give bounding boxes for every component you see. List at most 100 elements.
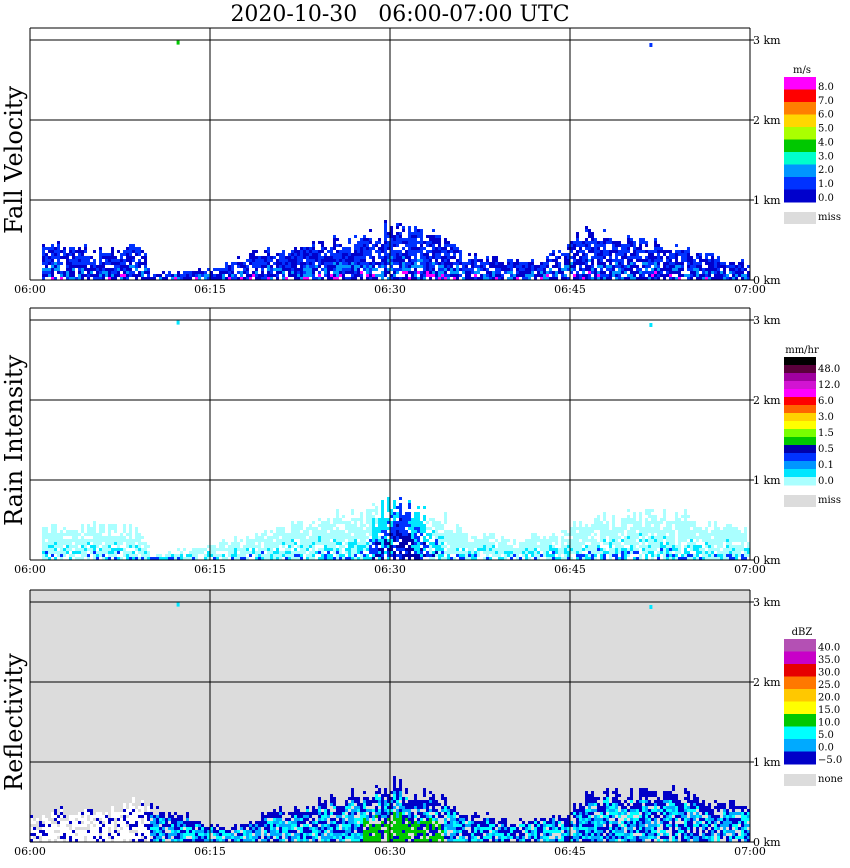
heatmap-cell (651, 551, 654, 554)
heatmap-cell (711, 256, 714, 259)
heatmap-cell (255, 545, 258, 548)
x-tick-label: 06:00 (14, 563, 46, 576)
heatmap-cell (516, 274, 519, 277)
heatmap-cell (558, 265, 561, 268)
heatmap-cell (318, 271, 321, 274)
heatmap-cell (162, 271, 165, 274)
heatmap-cell (267, 830, 270, 833)
heatmap-cell (279, 259, 282, 262)
heatmap-cell (471, 265, 474, 268)
heatmap-cell (99, 524, 102, 527)
heatmap-cell (432, 268, 435, 271)
heatmap-cell (339, 271, 342, 274)
heatmap-cell (135, 265, 138, 268)
heatmap-cell (639, 259, 642, 262)
heatmap-cell (291, 836, 294, 839)
heatmap-cell (483, 274, 486, 277)
heatmap-cell (654, 536, 657, 539)
heatmap-cell (384, 244, 387, 247)
heatmap-cell (114, 539, 117, 542)
heatmap-cell (291, 268, 294, 271)
heatmap-cell (417, 527, 420, 530)
heatmap-cell (96, 827, 99, 830)
heatmap-cell (48, 262, 51, 265)
heatmap-cell (96, 545, 99, 548)
heatmap-cell (75, 557, 78, 560)
heatmap-cell (360, 277, 363, 280)
heatmap-cell (681, 539, 684, 542)
heatmap-cell (105, 253, 108, 256)
heatmap-cell (120, 268, 123, 271)
heatmap-cell (747, 271, 750, 274)
heatmap-cell (75, 824, 78, 827)
heatmap-cell (93, 833, 96, 836)
heatmap-cell (408, 268, 411, 271)
heatmap-cell (72, 277, 75, 280)
heatmap-cell (561, 542, 564, 545)
heatmap-cell (684, 530, 687, 533)
heatmap-cell (399, 530, 402, 533)
heatmap-cell (111, 554, 114, 557)
heatmap-cell (645, 530, 648, 533)
heatmap-cell (51, 539, 54, 542)
heatmap-cell (669, 274, 672, 277)
heatmap-cell (57, 542, 60, 545)
heatmap-cell (330, 265, 333, 268)
heatmap-cell (735, 551, 738, 554)
heatmap-cell (288, 536, 291, 539)
heatmap-cell (696, 265, 699, 268)
heatmap-cell (561, 274, 564, 277)
heatmap-cell (99, 815, 102, 818)
heatmap-cell (78, 548, 81, 551)
heatmap-cell (462, 268, 465, 271)
heatmap-cell (60, 839, 63, 842)
heatmap-cell (234, 827, 237, 830)
heatmap-cell (735, 274, 738, 277)
heatmap-cell (348, 524, 351, 527)
heatmap-cell (282, 268, 285, 271)
heatmap-cell (579, 557, 582, 560)
heatmap-cell (633, 265, 636, 268)
heatmap-cell (549, 542, 552, 545)
heatmap-cell (270, 824, 273, 827)
heatmap-cell (408, 524, 411, 527)
heatmap-cell (255, 830, 258, 833)
heatmap-cell (123, 524, 126, 527)
heatmap-cell (657, 256, 660, 259)
heatmap-cell (588, 229, 591, 232)
heatmap-cell (645, 545, 648, 548)
heatmap-cell (399, 542, 402, 545)
heatmap-cell (546, 542, 549, 545)
heatmap-cell (63, 548, 66, 551)
heatmap-cell (78, 253, 81, 256)
heatmap-cell (225, 548, 228, 551)
heatmap-cell (552, 259, 555, 262)
heatmap-cell (621, 256, 624, 259)
heatmap-cell (657, 533, 660, 536)
heatmap-cell (402, 277, 405, 280)
heatmap-cell (99, 551, 102, 554)
heatmap-cell (270, 271, 273, 274)
heatmap-cell (648, 545, 651, 548)
heatmap-cell (333, 256, 336, 259)
heatmap-cell (318, 809, 321, 812)
heatmap-cell (657, 265, 660, 268)
heatmap-cell (321, 830, 324, 833)
heatmap-cell (192, 836, 195, 839)
heatmap-cell (93, 250, 96, 253)
heatmap-cell (486, 274, 489, 277)
heatmap-cell (261, 265, 264, 268)
heatmap-cell (462, 536, 465, 539)
heatmap-cell (693, 530, 696, 533)
heatmap-cell (45, 830, 48, 833)
heatmap-cell (414, 518, 417, 521)
heatmap-cell (561, 548, 564, 551)
heatmap-cell (426, 259, 429, 262)
heatmap-cell (447, 551, 450, 554)
heatmap-cell (48, 821, 51, 824)
heatmap-cell (117, 815, 120, 818)
heatmap-cell (654, 545, 657, 548)
heatmap-cell (285, 259, 288, 262)
heatmap-cell (213, 548, 216, 551)
heatmap-cell (684, 521, 687, 524)
